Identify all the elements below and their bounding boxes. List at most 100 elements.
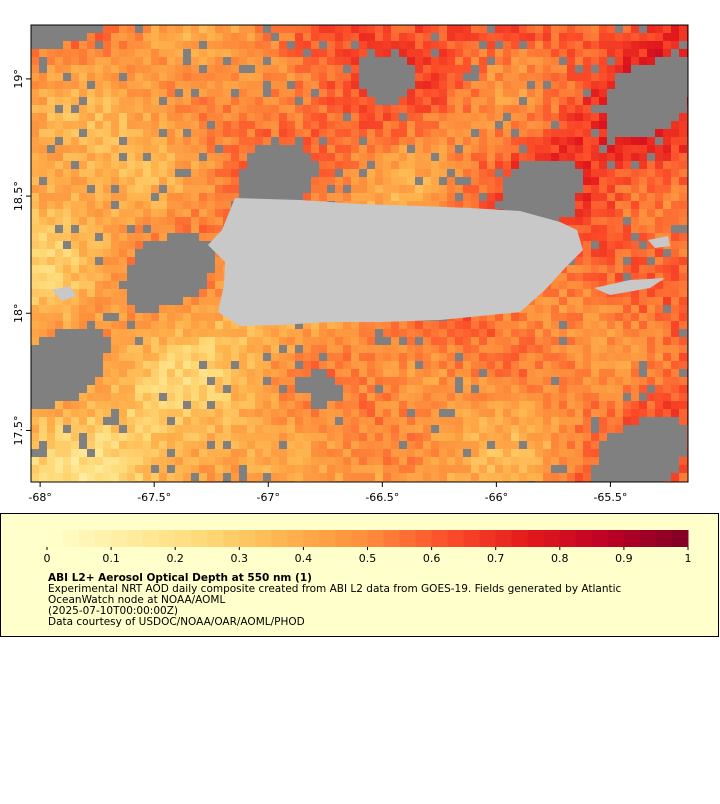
aod-cell (327, 97, 335, 105)
aod-cell (439, 329, 447, 337)
aod-cell (495, 441, 503, 449)
aod-cell (207, 329, 215, 337)
aod-cell (639, 473, 647, 481)
aod-cell (599, 417, 607, 425)
aod-cell (103, 297, 111, 305)
aod-cell (375, 89, 383, 97)
aod-cell (455, 345, 463, 353)
aod-cell (303, 457, 311, 465)
aod-cell (607, 417, 615, 425)
aod-cell (639, 193, 647, 201)
aod-cell (679, 97, 687, 105)
aod-cell (71, 473, 79, 481)
aod-cell (223, 369, 231, 377)
aod-cell (127, 217, 135, 225)
aod-cell (511, 361, 519, 369)
aod-cell (663, 377, 671, 385)
aod-cell (79, 41, 87, 49)
aod-cell (295, 425, 303, 433)
aod-cell (183, 281, 191, 289)
aod-cell (463, 41, 471, 49)
aod-cell (79, 377, 87, 385)
aod-cell (575, 65, 583, 73)
aod-cell (263, 177, 271, 185)
aod-cell (295, 337, 303, 345)
aod-cell (63, 233, 71, 241)
aod-cell (647, 441, 655, 449)
aod-cell (263, 161, 271, 169)
aod-cell (191, 401, 199, 409)
aod-cell (447, 433, 455, 441)
aod-cell (415, 201, 423, 209)
aod-cell (167, 113, 175, 121)
aod-cell (583, 265, 591, 273)
aod-cell (103, 265, 111, 273)
aod-cell (447, 393, 455, 401)
aod-cell (223, 121, 231, 129)
aod-cell (415, 417, 423, 425)
colorbar-step (303, 530, 320, 547)
aod-cell (343, 33, 351, 41)
aod-cell (575, 89, 583, 97)
aod-cell (111, 217, 119, 225)
aod-cell (143, 433, 151, 441)
aod-cell (319, 73, 327, 81)
aod-cell (55, 185, 63, 193)
aod-cell (439, 145, 447, 153)
aod-cell (471, 401, 479, 409)
aod-cell (383, 65, 391, 73)
aod-cell (671, 449, 679, 457)
aod-cell (111, 193, 119, 201)
aod-cell (495, 185, 503, 193)
aod-cell (631, 289, 639, 297)
aod-cell (543, 121, 551, 129)
aod-cell (207, 417, 215, 425)
aod-cell (591, 321, 599, 329)
aod-cell (543, 105, 551, 113)
aod-cell (375, 193, 383, 201)
aod-cell (415, 361, 423, 369)
aod-cell (319, 465, 327, 473)
aod-cell (639, 465, 647, 473)
aod-cell (623, 321, 631, 329)
aod-cell (671, 281, 679, 289)
aod-cell (591, 289, 599, 297)
aod-cell (247, 457, 255, 465)
aod-cell (167, 441, 175, 449)
aod-cell (191, 25, 199, 33)
aod-cell (599, 329, 607, 337)
aod-cell (671, 105, 679, 113)
aod-cell (551, 33, 559, 41)
aod-cell (303, 81, 311, 89)
aod-cell (423, 449, 431, 457)
aod-cell (527, 193, 535, 201)
aod-cell (71, 233, 79, 241)
aod-cell (159, 433, 167, 441)
aod-cell (231, 153, 239, 161)
aod-cell (183, 313, 191, 321)
aod-cell (327, 337, 335, 345)
aod-cell (127, 289, 135, 297)
aod-cell (399, 377, 407, 385)
aod-cell (535, 33, 543, 41)
aod-cell (47, 121, 55, 129)
aod-cell (263, 441, 271, 449)
aod-cell (423, 129, 431, 137)
aod-cell (207, 441, 215, 449)
aod-cell (623, 361, 631, 369)
aod-cell (639, 273, 647, 281)
aod-cell (311, 321, 319, 329)
aod-cell (311, 345, 319, 353)
aod-cell (103, 177, 111, 185)
aod-cell (567, 73, 575, 81)
aod-cell (183, 449, 191, 457)
aod-cell (55, 81, 63, 89)
aod-cell (175, 41, 183, 49)
aod-cell (359, 329, 367, 337)
aod-cell (647, 313, 655, 321)
aod-cell (575, 121, 583, 129)
aod-cell (335, 345, 343, 353)
aod-cell (639, 217, 647, 225)
aod-cell (383, 121, 391, 129)
aod-cell (463, 57, 471, 65)
